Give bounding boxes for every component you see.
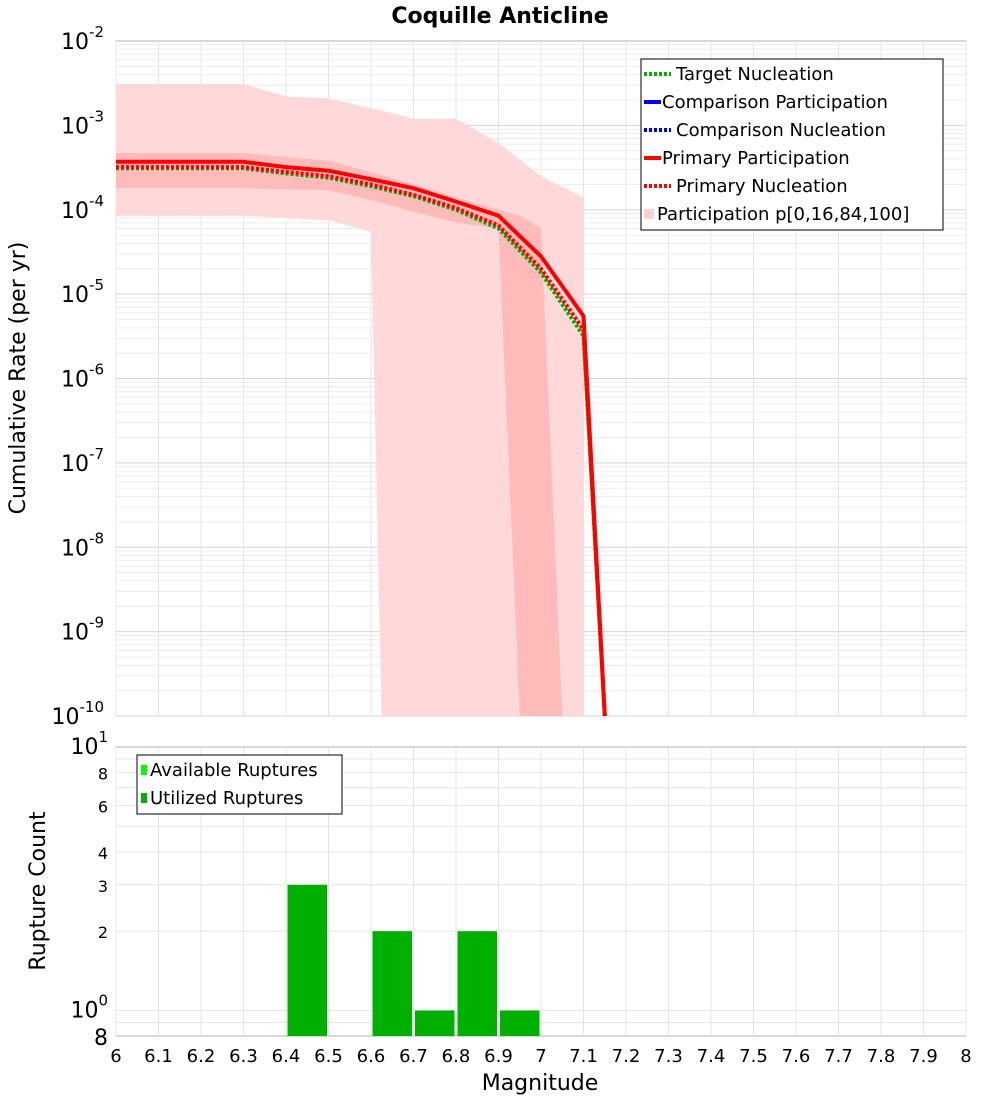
bar-utilized [500, 1010, 540, 1036]
band-p0-p100 [116, 83, 584, 716]
rate-y-tick-label: 10-10 [52, 698, 105, 730]
rate-bands [116, 83, 584, 716]
x-tick-label: 6.6 [357, 1046, 386, 1067]
count-bars [287, 884, 540, 1036]
x-tick-label: 6.4 [272, 1046, 301, 1067]
count-y-tick-label: 6 [98, 797, 108, 816]
count-y-tick-label: 101 [70, 728, 108, 760]
x-tick-label: 6.7 [399, 1046, 428, 1067]
legend-label: Primary Participation [662, 148, 850, 169]
legend-swatch [141, 765, 147, 775]
rate-legend-box [640, 58, 944, 231]
rate-y-tick-label: 10-2 [61, 23, 104, 55]
rate-legend: Target Nucleation Comparison Participatio… [640, 58, 944, 231]
rate-y-tick-label: 10-3 [61, 107, 104, 139]
series-primary-participation [116, 159, 607, 717]
x-tick-label: 7 [535, 1046, 546, 1067]
x-tick-label: 6 [110, 1046, 121, 1067]
count-y-tick-label: 3 [98, 877, 108, 896]
count-y-tick-label: 4 [98, 844, 108, 863]
x-tick-label: 7.3 [654, 1046, 683, 1067]
count-y-tick-label: 100 [70, 991, 108, 1023]
rate-panel: 10-2 10-3 10-4 10-5 10-6 10-7 10-8 10-9 10-10 Cu… [6, 23, 967, 730]
x-tick-label: 6.8 [442, 1046, 471, 1067]
rate-y-tick-label: 10-7 [61, 445, 104, 477]
series-primary-nucleation [116, 165, 607, 717]
rate-y-tick-label: 10-8 [61, 529, 104, 561]
x-tick-label: 7.2 [612, 1046, 641, 1067]
x-tick-label: 7.9 [909, 1046, 938, 1067]
x-tick-label: 7.8 [867, 1046, 896, 1067]
rate-y-tick-label: 10-5 [61, 276, 104, 308]
x-tick-label: 6.3 [229, 1046, 258, 1067]
count-legend-box [136, 754, 343, 815]
x-tick-label: 7.7 [824, 1046, 853, 1067]
count-y-tick-label: 2 [98, 923, 108, 942]
x-tick-label: 7.5 [739, 1046, 768, 1067]
count-y-tick-label: 8 [94, 1026, 108, 1051]
count-legend: Available Ruptures Utilized Ruptures [136, 754, 343, 815]
x-tick-label: 7.1 [569, 1046, 598, 1067]
x-tick-label: 6.2 [187, 1046, 216, 1067]
x-tick-label: 7.6 [782, 1046, 811, 1067]
x-tick-label: 7.4 [697, 1046, 726, 1067]
count-y-axis-label: Rupture Count [26, 811, 51, 971]
rate-y-tick-label: 10-6 [61, 361, 104, 393]
legend-label: Comparison Participation [662, 92, 888, 113]
bar-utilized [457, 931, 497, 1036]
rate-lines [116, 159, 607, 717]
chart-title: Coquille Anticline [391, 4, 608, 29]
legend-swatch [644, 209, 654, 219]
bar-utilized [372, 931, 412, 1036]
count-y-tick-label: 8 [98, 765, 108, 784]
rate-y-axis-label: Cumulative Rate (per yr) [6, 242, 31, 515]
legend-swatch [141, 793, 147, 803]
x-tick-label: 6.5 [314, 1046, 343, 1067]
legend-label: Target Nucleation [675, 64, 834, 85]
rate-y-tick-label: 10-9 [61, 614, 104, 646]
count-x-ticks: 6 6.1 6.2 6.3 6.4 6.5 6.6 6.7 6.8 6.9 7 7.1 7.2 7.3 7.… [110, 1046, 971, 1067]
bar-utilized [415, 1010, 455, 1036]
legend-label: Comparison Nucleation [676, 120, 886, 141]
band-p16-p84 [116, 153, 563, 716]
x-tick-label: 8 [960, 1046, 971, 1067]
legend-label: Primary Nucleation [676, 176, 848, 197]
rate-y-tick-label: 10-4 [61, 192, 104, 224]
x-tick-label: 6.9 [484, 1046, 513, 1067]
x-tick-label: 6.1 [144, 1046, 173, 1067]
count-y-ticks: 8 100 2 3 4 6 8 101 [70, 728, 108, 1051]
rate-y-ticks: 10-2 10-3 10-4 10-5 10-6 10-7 10-8 10-9 10-10 [52, 23, 105, 730]
x-axis-label: Magnitude [482, 1071, 599, 1096]
bar-utilized [287, 884, 327, 1036]
legend-label: Utilized Ruptures [150, 788, 303, 809]
legend-label: Participation p[0,16,84,100] [657, 204, 909, 225]
legend-label: Available Ruptures [150, 760, 318, 781]
